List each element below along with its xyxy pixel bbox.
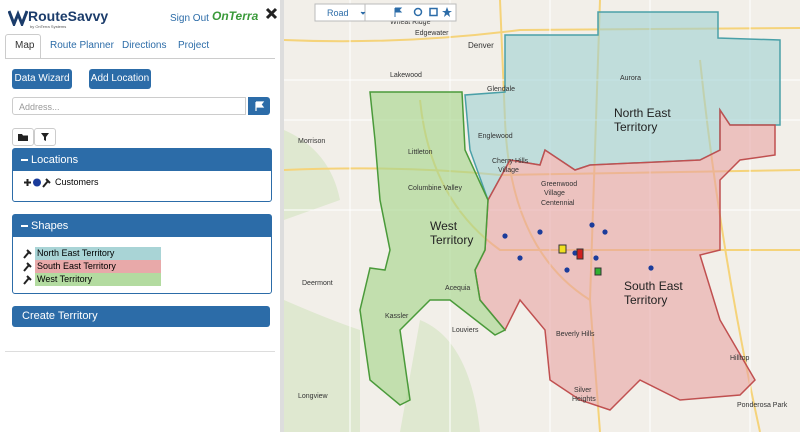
place-label: Morrison xyxy=(298,138,325,145)
create-territory[interactable]: Create Territory xyxy=(12,306,270,327)
customer-marker[interactable] xyxy=(648,265,654,271)
west-territory[interactable] xyxy=(359,91,507,406)
territory-label: South East xyxy=(624,279,683,293)
territory-label: West xyxy=(430,219,458,233)
star-tool[interactable] xyxy=(442,7,452,17)
shape-item[interactable]: North East Territory xyxy=(23,247,271,260)
place-label: Glendale xyxy=(487,86,515,93)
close[interactable] xyxy=(265,7,278,20)
customer-marker[interactable] xyxy=(589,222,595,228)
panel-title[interactable]: Locations xyxy=(13,149,271,171)
place-label: Kassler xyxy=(385,313,409,320)
edit-icon xyxy=(23,275,32,285)
south-east-territory[interactable] xyxy=(474,107,776,411)
place-label: Ponderosa Park xyxy=(737,402,788,409)
place-label: Aurora xyxy=(620,75,641,82)
tab[interactable]: Map xyxy=(15,40,35,51)
place-label: Columbine Valley xyxy=(408,185,462,192)
place-label: Wheat Ridge xyxy=(390,19,431,26)
marker[interactable] xyxy=(594,267,602,276)
shape-list: North East Territory South East Territory… xyxy=(13,237,271,286)
place-label: Louviers xyxy=(452,327,479,334)
edit-icon xyxy=(23,249,32,259)
shape-name: West Territory xyxy=(35,273,161,286)
shape-item[interactable]: South East Territory xyxy=(23,260,271,273)
territory-label: Territory xyxy=(430,233,473,247)
partner-logo: OnTerra xyxy=(212,9,259,23)
place-label: Lakewood xyxy=(390,72,422,79)
marker[interactable] xyxy=(576,248,584,260)
customer-marker[interactable] xyxy=(502,233,508,239)
brand: RouteSavvy xyxy=(28,8,109,24)
tab[interactable]: Directions xyxy=(122,40,167,51)
map-style: Road xyxy=(327,8,349,18)
address-input[interactable]: Address... xyxy=(12,97,246,115)
markers xyxy=(502,222,654,276)
place-label: Greenwood xyxy=(541,181,577,188)
place-label: Englewood xyxy=(478,133,513,140)
location-item[interactable]: Customers xyxy=(23,176,271,189)
rect-tool[interactable] xyxy=(429,7,438,17)
marker[interactable] xyxy=(558,244,567,254)
sidebar: RouteSavvy by OnTerra Systems Sign Out O… xyxy=(0,0,280,432)
place-label: Hilltop xyxy=(730,355,750,362)
separator xyxy=(5,351,275,352)
tab-line xyxy=(5,58,275,59)
customer-marker[interactable] xyxy=(564,267,570,273)
customer-marker[interactable] xyxy=(572,250,578,256)
place-label: Acequia xyxy=(445,285,470,292)
address-go[interactable] xyxy=(248,97,270,115)
shapes-panel: Shapes North East Territory South East Te… xyxy=(12,214,272,294)
tool-icons xyxy=(360,7,403,17)
place-label: Village xyxy=(544,190,565,197)
map[interactable]: Wheat Ridge Edgewater Denver Lakewood Glenda… xyxy=(284,0,800,432)
add-location[interactable]: Add Location xyxy=(89,69,151,89)
logo-icon xyxy=(8,9,28,26)
territory-label: North East xyxy=(614,106,671,120)
location-list: Customers xyxy=(13,171,271,189)
map-labels: Wheat Ridge Edgewater Denver Lakewood Glenda… xyxy=(298,19,788,409)
place-label: Littleton xyxy=(408,149,433,156)
location-icons xyxy=(24,178,51,188)
circle-tool[interactable] xyxy=(413,7,423,17)
place-label: Centennial xyxy=(541,200,575,207)
customer-marker[interactable] xyxy=(593,255,599,261)
location-name: Customers xyxy=(55,177,99,187)
tagline: by OnTerra Systems xyxy=(30,24,67,29)
splitter[interactable] xyxy=(280,0,284,432)
tab[interactable]: Route Planner xyxy=(50,40,114,51)
filter-button[interactable] xyxy=(34,128,56,146)
customer-marker[interactable] xyxy=(537,229,543,235)
place-label: Deermont xyxy=(302,280,333,287)
customer-marker[interactable] xyxy=(602,229,608,235)
place-label: Longview xyxy=(298,393,329,400)
place-label: Beverly Hills xyxy=(556,331,595,338)
customer-marker[interactable] xyxy=(517,255,523,261)
tab[interactable]: Project xyxy=(178,40,210,51)
edit-icon xyxy=(23,262,32,272)
map-tools[interactable] xyxy=(364,3,457,22)
place-label: Village xyxy=(498,167,519,174)
locations-panel: Locations Customers xyxy=(12,148,272,202)
place-label: Denver xyxy=(468,41,494,50)
sign-out[interactable]: Sign Out xyxy=(170,13,209,24)
place-label: Heights xyxy=(572,396,596,403)
shape-name: North East Territory xyxy=(35,247,161,260)
territory-label: Territory xyxy=(624,293,667,307)
active-tab xyxy=(5,34,41,59)
place-label: Cherry Hills xyxy=(492,158,529,165)
folder-button[interactable] xyxy=(12,128,34,146)
place-label: Silver xyxy=(574,387,592,394)
shape-name: South East Territory xyxy=(35,260,161,273)
panel-title[interactable]: Shapes xyxy=(13,215,271,237)
shape-item[interactable]: West Territory xyxy=(23,273,271,286)
data-wizard[interactable]: Data Wizard xyxy=(12,69,72,89)
territory-label: Territory xyxy=(614,120,657,134)
place-label: Edgewater xyxy=(415,30,449,37)
terrain xyxy=(284,130,480,432)
